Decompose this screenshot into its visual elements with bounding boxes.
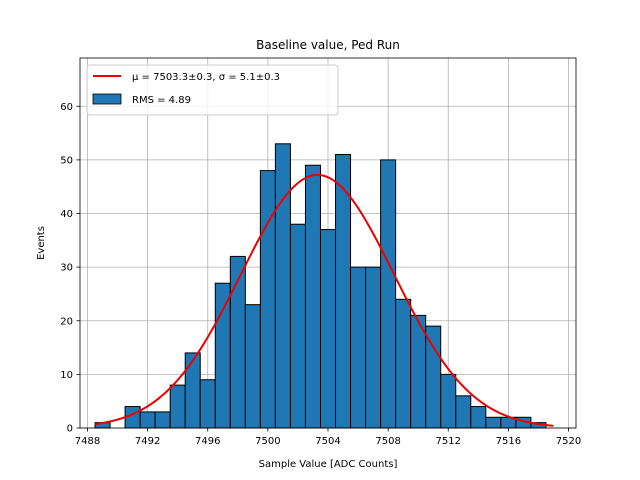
histogram-bar	[154, 411, 171, 429]
histogram-bar	[184, 352, 201, 429]
legend-fit-sigma: σ = 5.1±0.3	[219, 72, 280, 83]
histogram-bar	[319, 229, 337, 429]
gaussian-fit-curve	[94, 173, 554, 427]
histogram-bar	[440, 373, 457, 429]
histogram-bar	[365, 266, 382, 429]
histogram-bar	[259, 170, 276, 429]
chart-title: Baseline value, Ped Run	[256, 38, 400, 52]
y-axis-label: Events	[36, 226, 47, 260]
legend-fit-label: μ = 7503.3±0.3, σ = 5.1±0.3	[132, 72, 280, 83]
histogram-bar	[244, 304, 261, 429]
x-tick-label: 7500	[255, 436, 280, 447]
histogram-bar	[425, 325, 442, 429]
x-tick-label: 7488	[75, 436, 100, 447]
histogram-bar	[199, 379, 216, 429]
y-tick-label: 20	[60, 316, 73, 327]
histogram-bar	[214, 282, 231, 429]
histogram-bar	[455, 395, 472, 429]
y-axis-ticks: 0 10 20 30 40 50 60	[60, 102, 80, 435]
x-tick-label: 7512	[436, 436, 461, 447]
y-tick-label: 10	[60, 370, 73, 381]
x-tick-label: 7496	[195, 436, 220, 447]
legend: μ = 7503.3±0.3, σ = 5.1±0.3 RMS = 4.89	[86, 64, 339, 116]
y-tick-label: 50	[60, 155, 73, 166]
histogram-bar	[380, 159, 397, 429]
y-tick-label: 40	[60, 209, 73, 220]
x-tick-label: 7504	[315, 436, 340, 447]
histogram-bar	[470, 406, 487, 429]
histogram-bar	[289, 223, 306, 429]
y-tick-label: 60	[60, 102, 73, 113]
x-tick-label: 7492	[135, 436, 160, 447]
histogram-bar	[350, 266, 367, 429]
histogram-bar	[169, 384, 186, 429]
legend-box	[86, 64, 339, 116]
legend-fit-mu: μ = 7503.3±0.3,	[132, 72, 219, 83]
legend-hist-swatch	[92, 93, 122, 105]
x-tick-label: 7508	[375, 436, 400, 447]
legend-hist-label: RMS = 4.89	[132, 95, 191, 106]
x-axis-label: Sample Value [ADC Counts]	[259, 459, 398, 470]
histogram-bar	[274, 143, 291, 429]
x-axis-ticks: 7488 7492 7496 7500 7504 7508 7512 7516 7520	[75, 428, 581, 447]
histogram-bar	[139, 411, 156, 429]
histogram-bar	[395, 298, 412, 429]
histogram-bar	[485, 416, 502, 429]
x-tick-label: 7520	[556, 436, 581, 447]
x-tick-label: 7516	[496, 436, 521, 447]
y-tick-label: 0	[67, 424, 73, 435]
y-tick-label: 30	[60, 263, 73, 274]
histogram-bar	[304, 164, 321, 429]
